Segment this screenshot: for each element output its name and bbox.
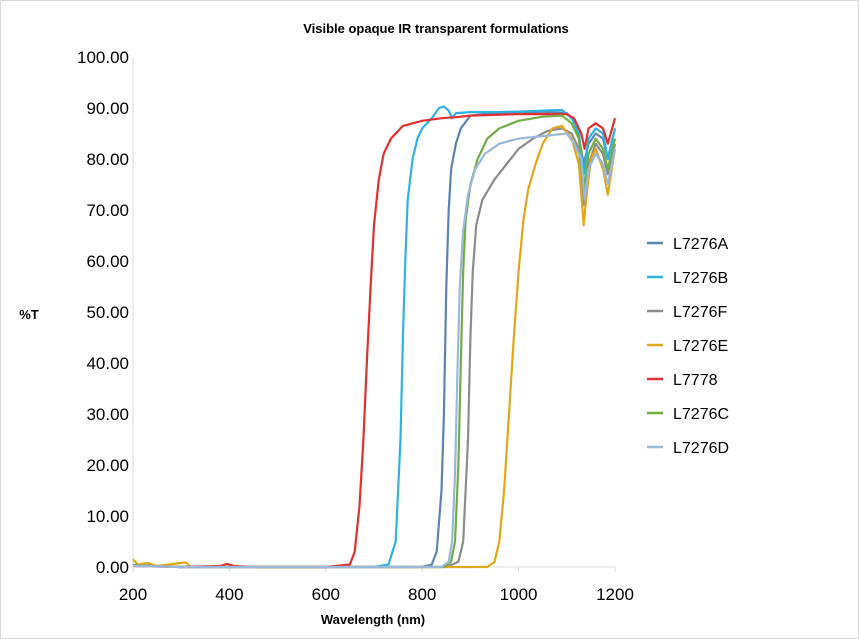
- y-tick-label: 20.00: [86, 456, 129, 475]
- y-tick-label: 80.00: [86, 150, 129, 169]
- x-tick-label: 1200: [596, 585, 634, 604]
- series-line-l7276d: [132, 132, 617, 569]
- y-tick-label: 60.00: [86, 252, 129, 271]
- series-line-l7276e: [132, 124, 617, 569]
- y-tick-label: 90.00: [86, 99, 129, 118]
- chart-title: Visible opaque IR transparent formulatio…: [303, 21, 569, 36]
- x-tick-label: 600: [312, 585, 340, 604]
- x-tick-label: 400: [215, 585, 243, 604]
- legend-entry-l7778: L7778: [673, 372, 718, 389]
- y-tick-label: 70.00: [86, 201, 129, 220]
- series-line-l7276a: [132, 110, 617, 569]
- y-tick-label: 30.00: [86, 405, 129, 424]
- x-tick-label: 1000: [500, 585, 538, 604]
- y-tick-label: 100.00: [77, 48, 129, 67]
- series-line-l7276f: [132, 127, 617, 569]
- legend: L7276A L7276B L7276F L7276E L7778 L7276C L7276…: [647, 236, 729, 457]
- legend-entry-l7276f: L7276F: [673, 304, 727, 321]
- series-line-l7778: [132, 113, 617, 569]
- y-tick-label: 0.00: [96, 558, 129, 577]
- x-tick-label: 800: [408, 585, 436, 604]
- series-line-l7276c: [132, 114, 617, 569]
- series-line-l7276b: [132, 105, 617, 569]
- y-axis-label: %T: [19, 307, 39, 322]
- y-tick-label: 10.00: [86, 507, 129, 526]
- legend-entry-l7276b: L7276B: [673, 270, 728, 287]
- y-tick-label: 50.00: [86, 303, 129, 322]
- y-tick-label: 40.00: [86, 354, 129, 373]
- x-axis-label: Wavelength (nm): [321, 612, 425, 627]
- plot-area: 0.00 10.00 20.00 30.00 40.00 50.00 60.00 70.00 8…: [77, 48, 634, 604]
- x-tick-label: 200: [119, 585, 147, 604]
- legend-entry-l7276d: L7276D: [673, 440, 729, 457]
- legend-entry-l7276a: L7276A: [673, 236, 728, 253]
- legend-entry-l7276c: L7276C: [673, 406, 729, 423]
- legend-entry-l7276e: L7276E: [673, 338, 728, 355]
